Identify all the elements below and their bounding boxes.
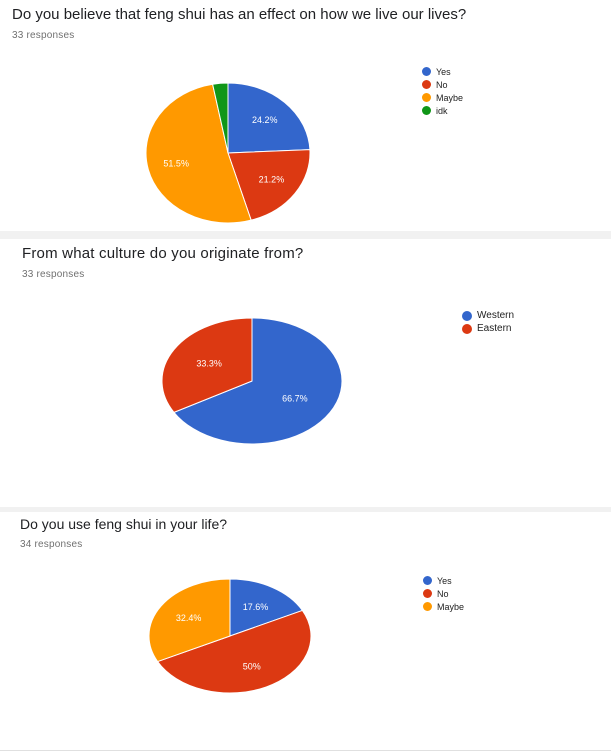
legend-label: No: [436, 79, 448, 90]
slice-label-yes: 17.6%: [243, 602, 269, 612]
response-count: 34 responses: [20, 539, 83, 550]
legend-label: Maybe: [437, 601, 465, 612]
slice-label-eastern: 33.3%: [196, 359, 222, 369]
chart-legend: Yes No Maybe idk: [422, 65, 463, 117]
legend-swatch: [462, 323, 472, 334]
pie-slice-idk[interactable]: [212, 82, 229, 154]
legend-swatch: [423, 576, 432, 585]
chart-legend: Western Eastern: [462, 309, 514, 335]
legend-swatch: [422, 67, 431, 76]
pie-slice-no[interactable]: [156, 609, 312, 694]
legend-swatch: [423, 602, 432, 611]
legend-item-western[interactable]: Western: [462, 309, 514, 322]
pie-slice-yes[interactable]: [227, 82, 311, 154]
pie-chart: 24.2% 21.2% 51.5%: [145, 82, 311, 224]
legend-label: Maybe: [436, 92, 464, 103]
slice-label-maybe: 32.4%: [176, 613, 202, 623]
legend-item-no[interactable]: No: [422, 78, 463, 91]
legend-item-eastern[interactable]: Eastern: [462, 322, 514, 335]
pie-slice-no[interactable]: [227, 149, 311, 221]
legend-swatch: [422, 93, 431, 102]
slice-label-yes: 24.2%: [252, 115, 278, 125]
pie-chart: 17.6% 50% 32.4%: [148, 578, 312, 694]
legend-label: Western: [477, 310, 515, 321]
legend-item-yes[interactable]: Yes: [423, 574, 464, 587]
question-title: From what culture do you originate from?: [22, 245, 304, 262]
chart-legend: Yes No Maybe: [423, 574, 464, 613]
legend-swatch: [422, 106, 431, 115]
response-count: 33 responses: [22, 269, 85, 280]
slice-label-maybe: 51.5%: [163, 159, 189, 169]
chart-card-feng-shui-effect: Do you believe that feng shui has an eff…: [0, 0, 611, 231]
legend-item-yes[interactable]: Yes: [422, 65, 463, 78]
pie-slice-eastern[interactable]: [161, 317, 253, 413]
pie-slice-western[interactable]: [173, 317, 343, 445]
pie-slice-yes[interactable]: [229, 578, 304, 637]
pie-slice-maybe[interactable]: [148, 578, 231, 663]
slice-label-no: 50%: [243, 662, 261, 672]
legend-item-maybe[interactable]: Maybe: [422, 91, 463, 104]
pie-slice-maybe[interactable]: [145, 83, 252, 224]
legend-item-no[interactable]: No: [423, 587, 464, 600]
question-title: Do you believe that feng shui has an eff…: [12, 6, 467, 23]
legend-label: Yes: [437, 575, 452, 586]
legend-item-maybe[interactable]: Maybe: [423, 600, 464, 613]
legend-label: Eastern: [477, 323, 512, 334]
pie-chart: 66.7% 33.3%: [161, 317, 343, 445]
card-separator: [0, 231, 611, 239]
legend-label: Yes: [436, 66, 451, 77]
legend-swatch: [422, 80, 431, 89]
slice-label-western: 66.7%: [282, 393, 308, 403]
chart-card-use-feng-shui: Do you use feng shui in your life? 34 re…: [0, 512, 611, 751]
legend-swatch: [462, 310, 472, 321]
slice-label-no: 21.2%: [259, 174, 285, 184]
legend-label: idk: [436, 105, 448, 116]
chart-card-culture: From what culture do you originate from?…: [0, 239, 611, 507]
legend-swatch: [423, 589, 432, 598]
legend-item-idk[interactable]: idk: [422, 104, 463, 117]
card-separator: [0, 507, 611, 512]
legend-label: No: [437, 588, 449, 599]
response-count: 33 responses: [12, 30, 75, 41]
question-title: Do you use feng shui in your life?: [20, 516, 228, 532]
